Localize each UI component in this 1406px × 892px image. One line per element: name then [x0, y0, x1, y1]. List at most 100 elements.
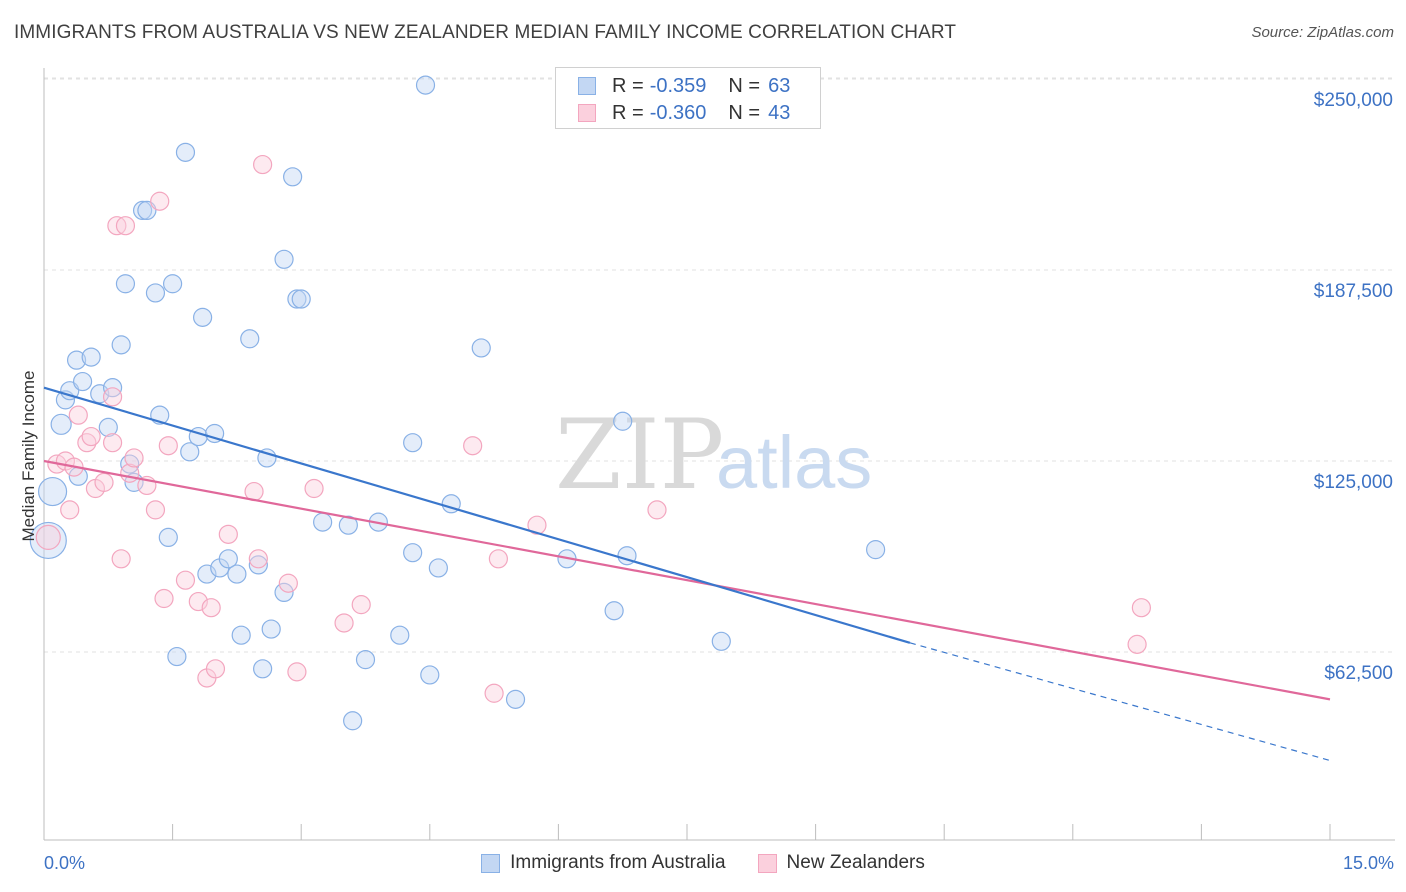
point-new-zealander [150, 191, 170, 211]
point-australia [343, 711, 363, 731]
legend-r-label: R = [612, 101, 644, 124]
chart-title: IMMIGRANTS FROM AUSTRALIA VS NEW ZEALAND… [14, 22, 957, 43]
point-australia [338, 515, 358, 535]
point-australia [37, 476, 68, 507]
legend-r-label: R = [612, 74, 644, 97]
legend-swatch-pink [578, 104, 596, 122]
legend-n-label: N = [728, 101, 761, 124]
point-australia [428, 558, 448, 578]
point-new-zealander [334, 613, 354, 633]
point-new-zealander [488, 549, 508, 569]
grid-lines [44, 77, 1395, 653]
x-tick-label-0: 0.0% [44, 853, 85, 873]
point-australia [505, 689, 526, 709]
point-australia [415, 75, 436, 95]
series-legend: Immigrants from Australia New Zealanders [0, 852, 1406, 874]
watermark: ZIP atlas [555, 399, 872, 511]
x-tick-label-1: 15.0% [1343, 853, 1394, 873]
point-australia [403, 433, 423, 453]
point-australia [471, 338, 491, 358]
point-new-zealander [527, 515, 547, 535]
y-tick-label: $125,000 [1314, 472, 1393, 493]
trend-line-australia-extrapolated [909, 642, 1331, 762]
point-australia [420, 665, 440, 685]
point-new-zealander [248, 549, 268, 569]
point-australia [66, 350, 87, 370]
point-australia [193, 307, 213, 327]
point-australia [274, 249, 294, 269]
legend-swatch-australia [481, 853, 501, 873]
point-australia [287, 289, 307, 309]
point-australia [175, 142, 196, 162]
point-australia [72, 371, 93, 392]
point-new-zealander [158, 436, 178, 456]
y-tick-label: $187,500 [1314, 281, 1393, 302]
point-new-zealander [115, 216, 136, 236]
point-new-zealander [205, 659, 226, 679]
y-tick-labels: $62,500 $125,000 $187,500 $250,000 [1314, 90, 1393, 684]
point-australia [274, 582, 294, 603]
point-new-zealander [175, 570, 196, 590]
point-australia [261, 619, 281, 639]
trend-line-australia [43, 386, 911, 644]
point-australia [291, 289, 311, 309]
point-new-zealander [201, 598, 221, 618]
point-australia [283, 167, 303, 187]
y-axis-label: Median Family Income [19, 370, 38, 541]
point-new-zealander [102, 433, 123, 453]
point-new-zealander [1131, 598, 1151, 618]
data-points [29, 75, 1151, 731]
source-label: Source: ZipAtlas.com [1251, 24, 1394, 41]
legend-item-new-zealanders: New Zealanders [757, 852, 925, 874]
point-new-zealander [278, 573, 298, 593]
x-tick-labels: 0.0% 15.0% [44, 853, 1394, 873]
trend-lines [43, 386, 1331, 762]
point-australia [313, 512, 333, 532]
point-australia [613, 411, 633, 431]
point-australia [227, 564, 247, 584]
legend-r-value: -0.359 [649, 74, 707, 97]
legend-swatch-new-zealanders [757, 853, 777, 873]
point-new-zealander [304, 478, 324, 499]
legend-row-australia: R = -0.359 N = 63 [578, 73, 790, 99]
point-australia [253, 659, 273, 679]
point-australia [403, 543, 423, 563]
point-australia [355, 650, 376, 670]
point-new-zealander [111, 549, 131, 569]
legend-label-new-zealanders: New Zealanders [786, 852, 925, 873]
legend-n-value: 63 [768, 74, 791, 97]
point-australia [218, 549, 238, 569]
legend-item-australia: Immigrants from Australia [481, 852, 726, 874]
point-new-zealander [351, 595, 371, 615]
axes [43, 68, 1395, 841]
point-new-zealander [287, 662, 307, 682]
point-new-zealander [81, 426, 101, 447]
point-new-zealander [35, 524, 61, 551]
point-new-zealander [94, 472, 114, 492]
point-australia [81, 347, 101, 367]
point-australia [111, 335, 131, 355]
point-australia [98, 417, 118, 437]
legend-label-australia: Immigrants from Australia [510, 852, 726, 873]
point-australia [604, 601, 624, 621]
point-new-zealander [218, 524, 238, 544]
point-australia [163, 274, 183, 294]
legend-n-label: N = [728, 74, 761, 97]
point-new-zealander [647, 500, 667, 520]
correlation-legend: R = -0.359 N = 63 R = -0.360 N = 43 [555, 67, 821, 129]
point-new-zealander [124, 448, 144, 468]
point-new-zealander [102, 387, 123, 407]
point-australia [158, 527, 178, 548]
watermark-zip: ZIP [555, 399, 724, 511]
legend-n-value: 43 [768, 101, 791, 124]
legend-row-new-zealanders: R = -0.360 N = 43 [578, 100, 790, 126]
point-australia [231, 625, 251, 645]
point-australia [145, 283, 166, 303]
point-australia [50, 413, 72, 435]
point-australia [29, 521, 67, 560]
point-australia [711, 631, 731, 651]
point-new-zealander [1127, 634, 1147, 654]
point-australia [115, 274, 136, 294]
point-new-zealander [60, 500, 80, 520]
